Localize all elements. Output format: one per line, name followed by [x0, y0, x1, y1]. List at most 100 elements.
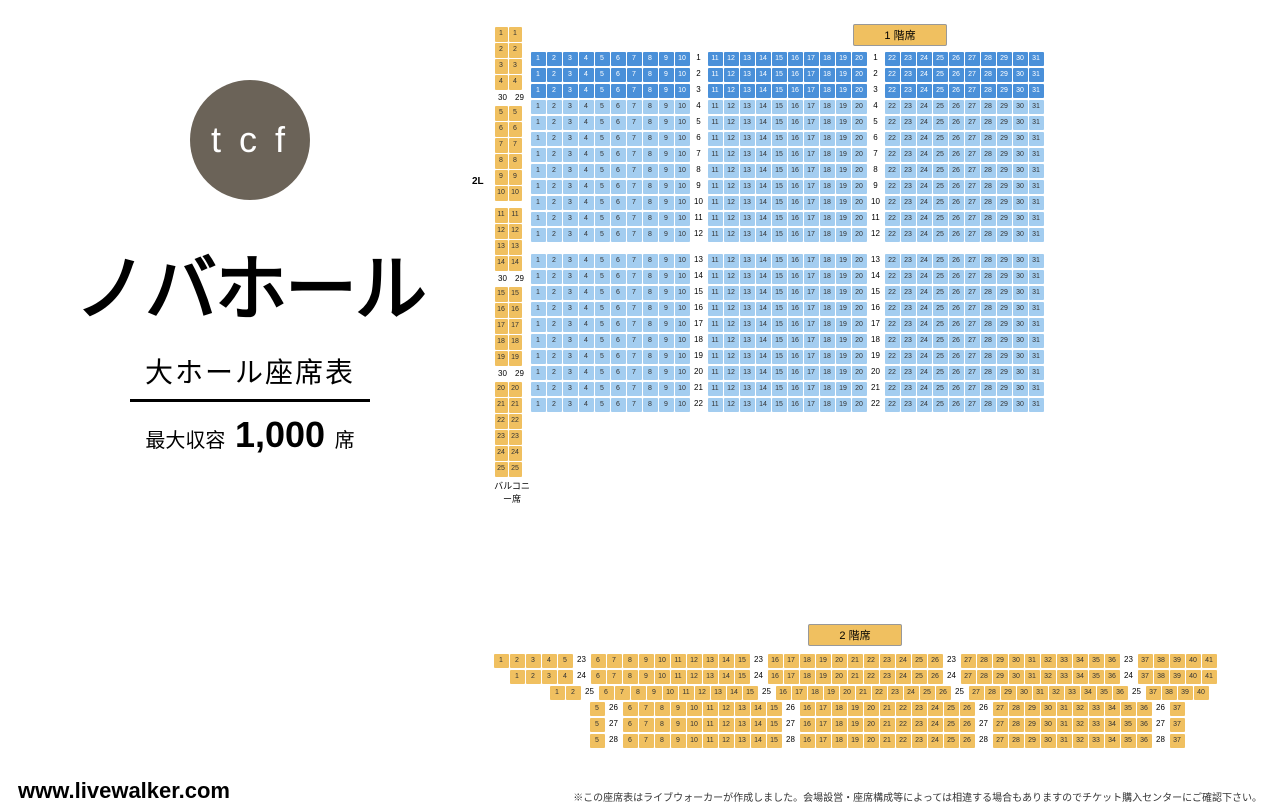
seat: 14 [756, 116, 771, 130]
seat: 2 [547, 398, 562, 412]
seat: 14 [756, 286, 771, 300]
seat: 14 [727, 686, 742, 700]
seat: 17 [804, 164, 819, 178]
seat: 16 [788, 318, 803, 332]
seat: 26 [949, 334, 964, 348]
seat: 31 [1029, 116, 1044, 130]
seat: 10 [675, 302, 690, 316]
seat: 29 [993, 654, 1008, 668]
seat: 10 [495, 186, 508, 201]
seat: 10 [675, 84, 690, 98]
seat: 7 [627, 302, 642, 316]
floor2-seats: 1234523678910111213141523161718192021222… [440, 652, 1270, 748]
seat: 29 [997, 68, 1012, 82]
seat: 1 [531, 180, 546, 194]
seat: 30 [1013, 84, 1028, 98]
seat-row: 1234567891031112131415161718192032223242… [530, 82, 1270, 98]
seat: 5 [595, 350, 610, 364]
seat: 22 [885, 132, 900, 146]
seat: 23 [901, 398, 916, 412]
seat: 10 [675, 180, 690, 194]
seat-row: 1234567891013111213141516171819201322232… [530, 252, 1270, 268]
seat: 18 [820, 302, 835, 316]
seat: 18 [820, 270, 835, 284]
row-number: 8 [868, 163, 884, 177]
seat: 2 [547, 228, 562, 242]
seat: 7 [639, 734, 654, 748]
seat: 11 [708, 164, 723, 178]
seat: 20 [852, 302, 867, 316]
seat: 22 [885, 254, 900, 268]
seat: 7 [607, 654, 622, 668]
seat: 13 [740, 100, 755, 114]
seat: 24 [917, 334, 932, 348]
row-number: 8 [691, 163, 707, 177]
seat: 5 [495, 106, 508, 121]
seat: 22 [885, 68, 900, 82]
seat: 12 [724, 212, 739, 226]
seat: 16 [788, 212, 803, 226]
seat: 1 [531, 350, 546, 364]
seat: 2 [547, 148, 562, 162]
seat: 16 [788, 132, 803, 146]
seat: 8 [655, 702, 670, 716]
seat: 25 [933, 196, 948, 210]
seat-row: 1234567891081112131415161718192082223242… [530, 162, 1270, 178]
seat: 15 [772, 334, 787, 348]
seat: 20 [509, 382, 522, 397]
seat: 13 [711, 686, 726, 700]
seat: 19 [836, 366, 851, 380]
seat: 6 [623, 734, 638, 748]
seat: 28 [981, 318, 996, 332]
seat: 20 [852, 52, 867, 66]
seat: 38 [1154, 670, 1169, 684]
logo-text: t c f [211, 119, 289, 161]
seat: 14 [756, 164, 771, 178]
seat: 27 [965, 116, 980, 130]
seat: 13 [740, 270, 755, 284]
seat: 8 [643, 116, 658, 130]
seat: 15 [772, 212, 787, 226]
seat: 16 [788, 366, 803, 380]
seat: 13 [740, 68, 755, 82]
seat: 9 [659, 350, 674, 364]
seat: 25 [933, 100, 948, 114]
seat-row: 1234567891051112131415161718192052223242… [530, 114, 1270, 130]
seat: 24 [495, 446, 508, 461]
seat: 16 [509, 303, 522, 318]
row-number: 10 [868, 195, 884, 209]
seat: 29 [997, 334, 1012, 348]
seat: 27 [965, 228, 980, 242]
seat: 18 [820, 68, 835, 82]
seat: 3 [526, 654, 541, 668]
seat: 28 [981, 68, 996, 82]
seat: 25 [944, 718, 959, 732]
seat: 13 [703, 670, 718, 684]
seat: 17 [804, 302, 819, 316]
seat: 16 [788, 270, 803, 284]
seat: 26 [949, 212, 964, 226]
seat: 12 [724, 148, 739, 162]
seat: 2 [547, 366, 562, 380]
seat-row: 0123424678910111213141524161718192021222… [440, 668, 1270, 684]
side-label-2l: 2L [472, 176, 484, 187]
seat: 29 [997, 286, 1012, 300]
seat: 5 [595, 254, 610, 268]
seat: 30 [1041, 734, 1056, 748]
seat: 9 [659, 270, 674, 284]
seat: 17 [804, 100, 819, 114]
seat: 19 [836, 254, 851, 268]
seat: 2 [547, 132, 562, 146]
seat: 8 [643, 270, 658, 284]
seat: 27 [965, 350, 980, 364]
row-number: 25 [1129, 685, 1145, 699]
seat: 25 [933, 382, 948, 396]
seat: 8 [643, 100, 658, 114]
seat: 18 [820, 366, 835, 380]
seat: 10 [663, 686, 678, 700]
seat: 25 [933, 164, 948, 178]
seat: 9 [647, 686, 662, 700]
seat: 23 [901, 68, 916, 82]
seat: 23 [901, 254, 916, 268]
seat: 6 [611, 148, 626, 162]
